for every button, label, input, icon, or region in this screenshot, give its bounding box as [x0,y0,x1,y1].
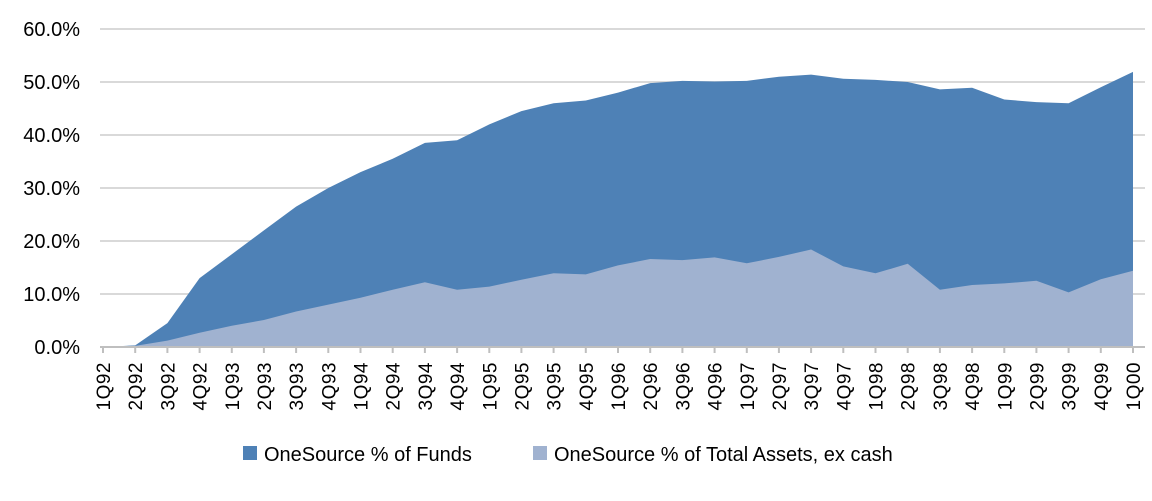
x-axis-tick-label: 3Q98 [931,362,952,410]
x-axis-tick-label: 4Q93 [319,362,340,410]
x-axis-tick-label: 3Q93 [287,362,308,410]
x-axis-tick-label: 3Q92 [158,362,179,410]
assets-area [103,249,1133,347]
y-axis-tick-label: 20.0% [23,231,80,253]
legend-swatch-assets [533,446,547,460]
legend-label-assets: OneSource % of Total Assets, ex cash [554,444,893,466]
x-axis-tick-label: 2Q92 [126,362,147,410]
x-axis-tick-label: 2Q98 [899,362,920,410]
x-axis-tick-label: 4Q95 [577,362,598,410]
x-axis-tick-label: 4Q96 [706,362,727,410]
x-axis-tick-label: 2Q97 [770,362,791,410]
x-axis-tick-label: 1Q98 [867,362,888,410]
x-axis-tick-label: 3Q94 [416,362,437,410]
legend-label-funds: OneSource % of Funds [264,444,472,466]
x-axis-tick-label: 4Q98 [963,362,984,410]
y-axis-tick-label: 40.0% [23,125,80,147]
y-axis-tick-label: 50.0% [23,72,80,94]
x-axis-tick-label: 3Q96 [673,362,694,410]
x-axis-tick-label: 4Q99 [1092,362,1113,410]
x-axis-tick-label: 1Q99 [995,362,1016,410]
x-axis-tick-label: 1Q94 [352,362,373,410]
legend-swatch-funds [243,446,257,460]
x-axis-tick-label: 1Q97 [738,362,759,410]
x-axis-tick-label: 4Q92 [191,362,212,410]
x-axis-tick-label: 2Q93 [255,362,276,410]
x-axis [100,346,1145,353]
x-axis-tick-label: 1Q96 [609,362,630,410]
y-axis-tick-label: 60.0% [23,19,80,41]
x-axis-tick-label: 1Q93 [223,362,244,410]
y-axis-tick-label: 10.0% [23,284,80,306]
x-axis-tick-label: 2Q95 [512,362,533,410]
x-axis-labels: 1Q92 2Q92 3Q92 4Q92 1Q93 2Q93 3Q93 4Q93 1Q94 2Q94… [94,362,1145,410]
x-axis-tick-label: 1Q00 [1124,362,1145,410]
area-series [103,71,1133,348]
y-axis-labels: 0.0% 10.0% 20.0% 30.0% 40.0% 50.0% 60.0% [23,19,80,359]
legend: OneSource % of Funds OneSource % of Tota… [243,444,893,466]
x-axis-tick-label: 4Q94 [448,362,469,410]
x-axis-tick-label: 2Q96 [641,362,662,410]
x-axis-tick-label: 3Q97 [802,362,823,410]
x-axis-tick-label: 3Q95 [545,362,566,410]
x-axis-tick-label: 4Q97 [834,362,855,410]
y-axis-tick-label: 30.0% [23,178,80,200]
y-axis-tick-label: 0.0% [34,337,80,359]
x-axis-tick-label: 3Q99 [1060,362,1081,410]
x-axis-tick-label: 2Q94 [384,362,405,410]
x-axis-tick-label: 2Q99 [1027,362,1048,410]
x-axis-tick-label: 1Q95 [480,362,501,410]
x-axis-tick-label: 1Q92 [94,362,115,410]
